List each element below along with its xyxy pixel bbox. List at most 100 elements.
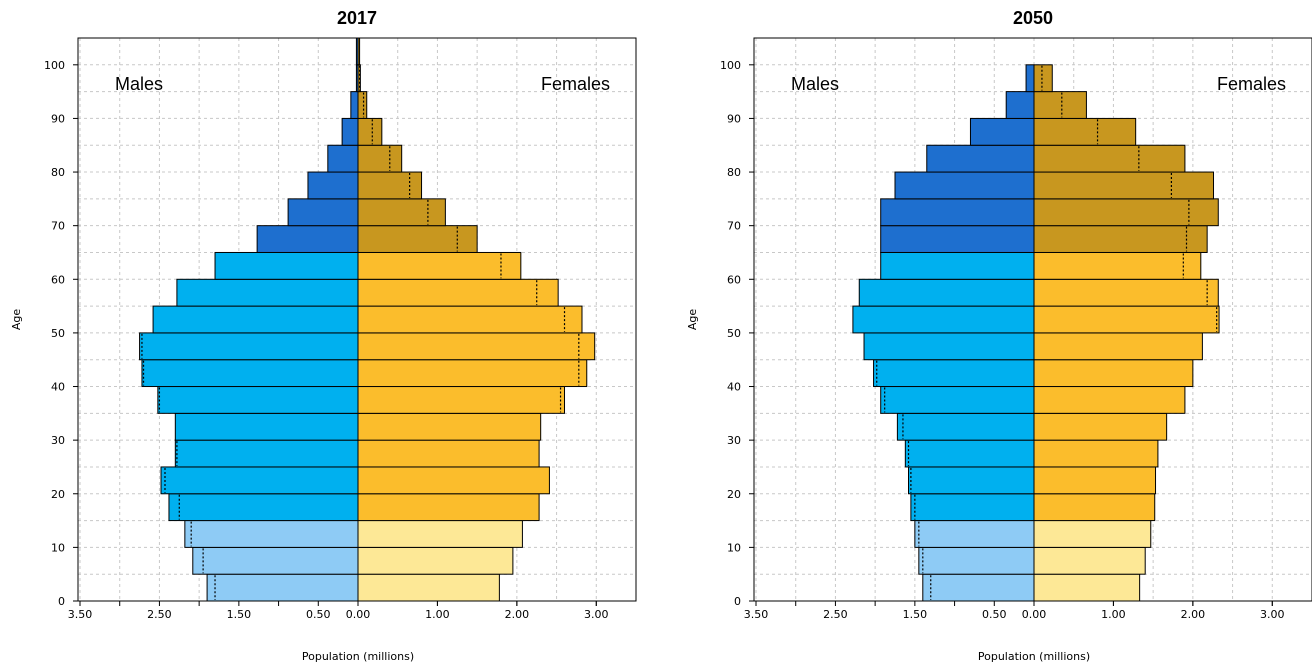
y-tick-label: 0 (734, 595, 741, 608)
male-bar-65-69 (880, 225, 1035, 253)
male-bar-50-54 (852, 305, 1035, 334)
female-bar-50-54 (357, 305, 583, 334)
males-label: Males (115, 74, 163, 94)
male-bar-50-54 (152, 305, 359, 334)
y-tick-label: 10 (51, 541, 65, 554)
male-bar-25-29 (174, 439, 359, 468)
x-axis-label: Population (millions) (978, 650, 1090, 663)
female-bar-65-69 (357, 225, 478, 253)
male-bar-60-64 (880, 251, 1035, 280)
female-bar-5-9 (1033, 546, 1146, 575)
male-bar-40-44 (141, 359, 359, 388)
female-bar-85-89 (357, 117, 383, 146)
male-bar-80-84 (327, 144, 359, 173)
females-label: Females (1217, 74, 1286, 94)
y-tick-label: 50 (727, 327, 741, 340)
male-bar-20-24 (160, 466, 359, 495)
male-bar-30-34 (896, 412, 1035, 441)
male-bar-15-19 (910, 493, 1035, 522)
y-tick-label: 30 (51, 434, 65, 447)
x-tick-label: 2.00 (1181, 608, 1206, 621)
male-bar-0-4 (206, 573, 359, 602)
female-bar-50-54 (1033, 305, 1220, 334)
y-tick-label: 40 (51, 381, 65, 394)
female-bar-25-29 (357, 439, 540, 468)
males-label: Males (791, 74, 839, 94)
x-tick-label: 3.00 (584, 608, 609, 621)
plot-border (77, 37, 637, 602)
plot-border (753, 37, 1312, 602)
female-bar-45-49 (357, 332, 596, 361)
females-label: Females (541, 74, 610, 94)
male-bar-5-9 (192, 546, 359, 575)
male-bar-80-84 (926, 144, 1035, 173)
y-tick-label: 100 (44, 59, 65, 72)
male-bar-45-49 (863, 332, 1035, 361)
y-tick-label: 80 (51, 166, 65, 179)
y-tick-label: 80 (727, 166, 741, 179)
y-tick-label: 10 (727, 541, 741, 554)
x-tick-label: 2.00 (505, 608, 530, 621)
female-bar-80-84 (1033, 144, 1186, 173)
female-bar-70-74 (357, 198, 446, 227)
male-bar-55-59 (176, 278, 359, 307)
female-bar-60-64 (1033, 251, 1202, 280)
female-bar-95-99 (1033, 64, 1053, 93)
y-tick-label: 60 (51, 273, 65, 286)
y-tick-label: 0 (58, 595, 65, 608)
male-bar-35-39 (880, 386, 1035, 414)
female-bar-90-94 (357, 91, 368, 119)
x-tick-label: 1.50 (227, 608, 252, 621)
female-bar-65-69 (1033, 225, 1208, 253)
y-tick-label: 100 (720, 59, 741, 72)
x-tick-label: 0.00 (346, 608, 371, 621)
x-axis-label: Population (millions) (302, 650, 414, 663)
female-bar-35-39 (1033, 386, 1186, 414)
male-bar-75-79 (307, 171, 359, 200)
male-bar-70-74 (287, 198, 359, 227)
male-bar-65-69 (256, 225, 359, 253)
male-bar-0-4 (922, 573, 1035, 602)
female-bar-30-34 (357, 412, 542, 441)
female-bar-35-39 (357, 386, 566, 414)
male-bar-60-64 (214, 251, 359, 280)
x-tick-label: 2.50 (147, 608, 172, 621)
female-bar-25-29 (1033, 439, 1159, 468)
female-bar-20-24 (357, 466, 550, 495)
female-bar-90-94 (1033, 91, 1087, 119)
y-tick-label: 50 (51, 327, 65, 340)
x-tick-label: 0.50 (982, 608, 1007, 621)
male-bar-20-24 (908, 466, 1035, 495)
male-bar-85-89 (341, 117, 359, 146)
male-bar-10-14 (914, 520, 1035, 548)
female-bar-20-24 (1033, 466, 1157, 495)
female-bar-0-4 (357, 573, 500, 602)
female-bar-85-89 (1033, 117, 1137, 146)
x-tick-label: 3.50 (68, 608, 93, 621)
bars (852, 64, 1220, 602)
male-bar-40-44 (873, 359, 1035, 388)
male-bar-95-99 (1025, 64, 1035, 93)
x-tick-label: 1.50 (903, 608, 928, 621)
male-bar-5-9 (918, 546, 1035, 575)
pyramid-chart-2050: 3.50 2.50 1.50 0.50 0.00 1.00 2.00 3.00 0 10 20 30 4… (686, 8, 1312, 663)
female-bar-5-9 (357, 546, 514, 575)
y-tick-label: 60 (727, 273, 741, 286)
bars (139, 37, 596, 602)
x-tick-label: 1.00 (1101, 608, 1126, 621)
female-bar-80-84 (357, 144, 403, 173)
male-bar-35-39 (157, 386, 359, 414)
male-bar-85-89 (969, 117, 1035, 146)
female-bar-55-59 (357, 278, 559, 307)
female-bar-75-79 (357, 171, 423, 200)
male-bar-45-49 (139, 332, 359, 361)
y-tick-label: 30 (727, 434, 741, 447)
female-bar-0-4 (1033, 573, 1141, 602)
y-tick-label: 90 (727, 112, 741, 125)
male-bar-90-94 (1005, 91, 1035, 119)
male-bar-55-59 (858, 278, 1035, 307)
y-tick-label: 20 (51, 488, 65, 501)
x-tick-label: 3.50 (744, 608, 769, 621)
female-bar-40-44 (357, 359, 588, 388)
female-bar-75-79 (1033, 171, 1215, 200)
